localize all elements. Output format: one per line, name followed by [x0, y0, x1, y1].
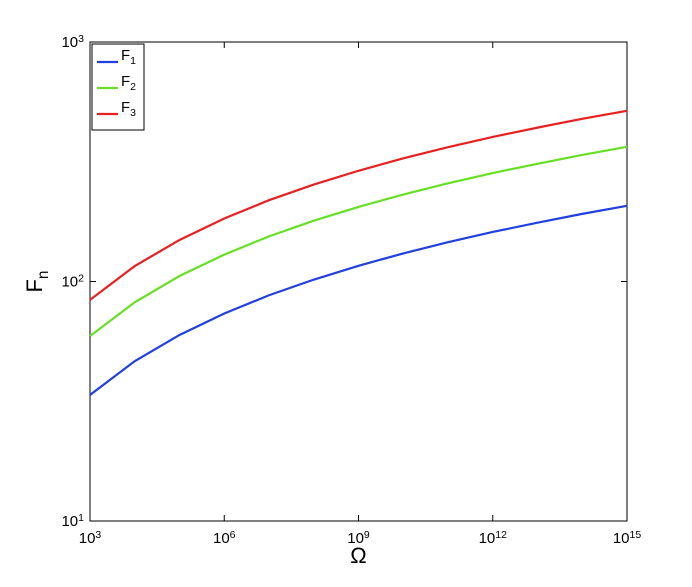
y-tick-label: 103: [61, 33, 84, 51]
x-tick-label: 1015: [613, 529, 642, 547]
series-line: [89, 204, 628, 396]
series-line: [89, 145, 628, 337]
x-tick-label: 106: [213, 529, 236, 547]
x-tick-label: 1012: [479, 529, 508, 547]
plot-frame: [89, 41, 628, 522]
x-axis-label: Ω: [350, 543, 366, 568]
series-line: [89, 109, 628, 301]
y-axis-label: Fn: [22, 270, 52, 292]
x-tick-label: 103: [79, 529, 102, 547]
y-tick-label: 101: [61, 512, 84, 530]
y-tick-label: 102: [61, 272, 84, 290]
